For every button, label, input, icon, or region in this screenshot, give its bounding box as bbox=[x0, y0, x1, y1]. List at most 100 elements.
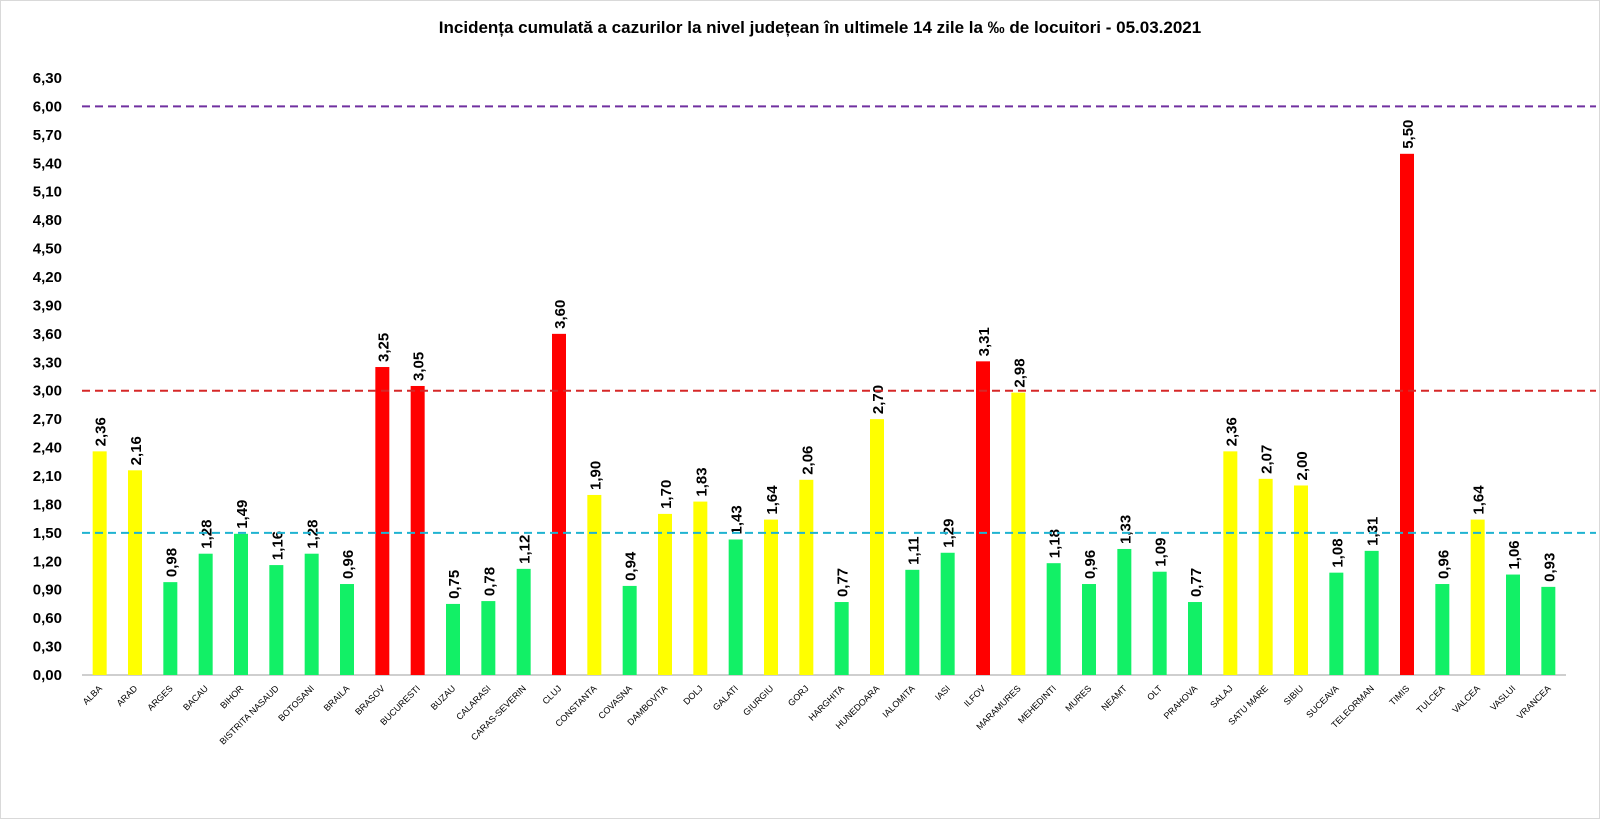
y-tick-label: 0,60 bbox=[33, 610, 62, 627]
x-tick-label: BIHOR bbox=[218, 683, 246, 711]
data-label: 0,96 bbox=[1435, 550, 1452, 579]
x-tick-label: GALATI bbox=[711, 683, 740, 712]
x-tick-label: MEHEDINTI bbox=[1016, 683, 1058, 725]
bar-dambovita bbox=[658, 513, 672, 675]
data-label: 1,70 bbox=[658, 480, 675, 509]
data-label: 0,96 bbox=[340, 550, 357, 579]
data-label: 0,78 bbox=[481, 567, 498, 596]
chart-title: Incidența cumulată a cazurilor la nivel … bbox=[438, 18, 1202, 37]
data-label: 1,83 bbox=[693, 467, 710, 496]
bar-cluj bbox=[552, 333, 566, 675]
bar-prahova bbox=[1188, 602, 1202, 675]
data-label: 5,50 bbox=[1400, 120, 1417, 149]
x-tick-label: NEAMT bbox=[1099, 683, 1129, 713]
data-label: 1,90 bbox=[587, 461, 604, 490]
bar-giurgiu bbox=[764, 519, 778, 675]
data-label: 1,28 bbox=[199, 520, 216, 549]
x-tick-label: BACAU bbox=[181, 683, 210, 712]
x-tick-label: ARAD bbox=[115, 683, 140, 708]
data-label: 0,75 bbox=[446, 570, 463, 599]
x-tick-label: VASLUI bbox=[1488, 683, 1517, 712]
bar-mehedinti bbox=[1046, 563, 1061, 675]
data-label: 2,36 bbox=[1223, 417, 1240, 446]
y-tick-label: 2,70 bbox=[33, 411, 62, 428]
data-label: 3,31 bbox=[976, 327, 993, 356]
y-tick-label: 3,00 bbox=[33, 383, 62, 400]
bar-arad bbox=[128, 470, 142, 675]
data-label: 0,93 bbox=[1541, 553, 1558, 582]
x-tick-label: DOLJ bbox=[681, 683, 704, 706]
data-label: 0,96 bbox=[1082, 550, 1099, 579]
y-tick-label: 5,70 bbox=[33, 127, 62, 144]
bar-sibiu bbox=[1294, 485, 1308, 675]
data-label: 0,77 bbox=[835, 568, 852, 597]
data-label: 1,16 bbox=[269, 531, 286, 560]
x-tick-label: TIMIS bbox=[1387, 683, 1411, 707]
data-label: 1,29 bbox=[941, 519, 958, 548]
y-tick-label: 5,10 bbox=[33, 184, 62, 201]
bar-ialomita bbox=[905, 569, 920, 675]
data-label: 1,09 bbox=[1153, 538, 1170, 567]
data-label: 2,06 bbox=[799, 446, 816, 475]
data-label: 2,36 bbox=[93, 417, 110, 446]
bar-hunedoara bbox=[870, 419, 884, 675]
x-tick-label: GORJ bbox=[786, 683, 811, 708]
bar-calarasi bbox=[481, 601, 496, 675]
y-tick-label: 2,10 bbox=[33, 468, 62, 485]
x-tick-label: VALCEA bbox=[1450, 683, 1482, 715]
x-tick-label: OLT bbox=[1145, 683, 1164, 702]
bar-mures bbox=[1082, 584, 1096, 675]
x-tick-label: GIURGIU bbox=[741, 683, 775, 717]
data-label: 1,31 bbox=[1365, 517, 1382, 546]
bar-vaslui bbox=[1506, 574, 1520, 675]
data-label: 1,64 bbox=[1471, 485, 1488, 515]
bar-bihor bbox=[234, 533, 248, 675]
x-tick-label: PRAHOVA bbox=[1162, 683, 1200, 721]
bar-brasov bbox=[375, 367, 390, 675]
bar-alba bbox=[92, 451, 107, 675]
x-tick-label: BISTRITA NASAUD bbox=[218, 683, 282, 747]
y-tick-label: 1,20 bbox=[33, 553, 62, 570]
y-tick-label: 1,50 bbox=[33, 525, 62, 542]
bar-olt bbox=[1152, 571, 1167, 675]
bar-satu-mare bbox=[1258, 478, 1273, 675]
x-tick-label: SUCEAVA bbox=[1304, 683, 1341, 720]
x-tick-label: BRASOV bbox=[353, 683, 387, 717]
bar-harghita bbox=[834, 602, 849, 675]
bar-bacau bbox=[198, 553, 213, 675]
bar-tulcea bbox=[1435, 584, 1450, 675]
bar-constanta bbox=[587, 494, 602, 675]
y-tick-label: 3,90 bbox=[33, 297, 62, 314]
data-label: 2,16 bbox=[128, 436, 145, 465]
data-label: 1,33 bbox=[1117, 515, 1134, 544]
bar-botosani bbox=[304, 553, 319, 675]
y-tick-label: 0,30 bbox=[33, 639, 62, 656]
data-label: 1,06 bbox=[1506, 540, 1523, 569]
data-label: 2,98 bbox=[1011, 358, 1028, 387]
x-tick-label: ILFOV bbox=[962, 683, 987, 708]
bar-arges bbox=[163, 582, 178, 675]
x-tick-label: COVASNA bbox=[596, 683, 634, 721]
y-tick-label: 1,80 bbox=[33, 496, 62, 513]
bar-vrancea bbox=[1541, 586, 1556, 675]
y-tick-label: 0,90 bbox=[33, 582, 62, 599]
bar-iasi bbox=[940, 552, 955, 675]
bar-braila bbox=[340, 584, 354, 675]
bar-timis bbox=[1400, 153, 1414, 676]
x-tick-label: VRANCEA bbox=[1515, 683, 1553, 721]
x-tick-label: BUZAU bbox=[429, 683, 458, 712]
y-tick-label: 4,80 bbox=[33, 212, 62, 229]
y-tick-label: 6,00 bbox=[33, 98, 62, 115]
x-tick-label: TULCEA bbox=[1415, 683, 1447, 715]
data-label: 1,08 bbox=[1329, 538, 1346, 567]
y-tick-label: 2,40 bbox=[33, 440, 62, 457]
bar-suceava bbox=[1329, 572, 1344, 675]
data-label: 1,18 bbox=[1047, 529, 1064, 558]
bar-dolj bbox=[693, 501, 708, 675]
x-tick-label: MURES bbox=[1063, 683, 1093, 713]
data-label: 2,00 bbox=[1294, 451, 1311, 480]
data-label: 1,28 bbox=[305, 520, 322, 549]
data-label: 1,11 bbox=[905, 536, 922, 564]
bar-teleorman bbox=[1364, 550, 1379, 675]
